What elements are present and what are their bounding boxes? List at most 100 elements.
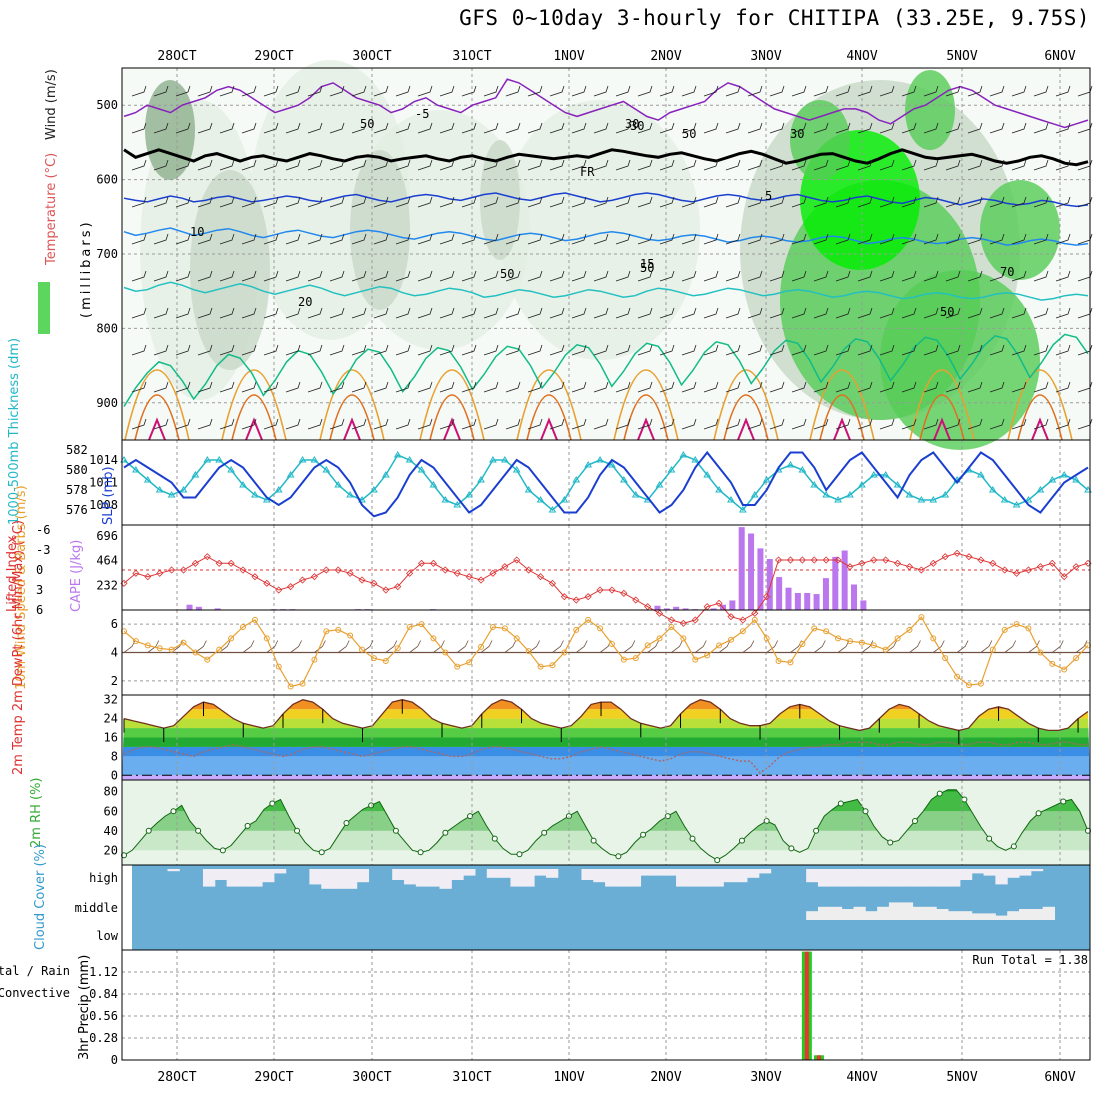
wind-barb bbox=[549, 418, 565, 430]
lifted-axis-label: Lifted Index bbox=[5, 535, 20, 612]
temp-axis-label: 2m Temp 2m DewPt (6hr Min/Max) (°C) bbox=[11, 520, 26, 775]
wind-barb bbox=[857, 233, 873, 245]
cloud-high-clear bbox=[853, 869, 866, 887]
wind-barb bbox=[241, 418, 257, 430]
thickness-marker bbox=[619, 476, 628, 483]
wind-speed-marker bbox=[394, 645, 401, 652]
wind-legend-label: Wind (m/s) bbox=[44, 69, 59, 140]
wind-barb bbox=[527, 381, 543, 393]
surface-wind-barb bbox=[528, 640, 540, 653]
thickness-marker bbox=[929, 496, 938, 503]
thickness-marker bbox=[667, 466, 676, 473]
wind-barb bbox=[351, 307, 367, 319]
lifted-index-marker bbox=[691, 616, 699, 624]
thickness-marker bbox=[917, 496, 926, 503]
wind-barb bbox=[351, 381, 367, 393]
wind-speed-marker bbox=[573, 626, 580, 633]
wind-barb bbox=[945, 381, 961, 393]
wind-barb bbox=[263, 122, 279, 134]
wind-barb bbox=[285, 196, 301, 208]
rh-marker bbox=[936, 790, 943, 797]
date-label-top: 29OCT bbox=[254, 49, 293, 64]
wind-barb bbox=[285, 159, 301, 171]
rh-contour-label: 30 bbox=[790, 127, 804, 141]
wind-barb bbox=[857, 418, 873, 430]
wind-barb bbox=[857, 381, 873, 393]
wind-barb bbox=[967, 233, 983, 245]
surface-isotherm-25 bbox=[809, 369, 875, 441]
wind-speed-marker bbox=[228, 635, 235, 642]
wind-barb bbox=[1055, 85, 1071, 97]
date-label-bottom: 6NOV bbox=[1044, 1070, 1075, 1085]
wind-barb bbox=[835, 122, 851, 134]
wind-barb bbox=[527, 418, 543, 430]
surface-wind-barb bbox=[718, 640, 731, 653]
wind-speed-marker bbox=[251, 616, 258, 623]
lifted-index-marker bbox=[965, 553, 973, 561]
wind-barb bbox=[373, 344, 389, 356]
wind-barb bbox=[395, 85, 411, 97]
wind-barb bbox=[703, 418, 719, 430]
wind-barb bbox=[439, 381, 455, 393]
wind-barb bbox=[1011, 159, 1027, 171]
rh-contour-label: 50 bbox=[940, 305, 954, 319]
temp-band bbox=[122, 718, 1090, 729]
wind-barb bbox=[241, 381, 257, 393]
wind-barb bbox=[197, 307, 213, 319]
wind-speed-marker bbox=[858, 639, 865, 646]
wind-speed-marker bbox=[561, 649, 568, 656]
wind-speed-marker bbox=[347, 632, 354, 639]
lifted-index-marker bbox=[1001, 566, 1009, 574]
surface-wind-barb bbox=[409, 640, 421, 653]
wind-barb bbox=[307, 307, 323, 319]
thickness-tick: 578 bbox=[66, 483, 88, 497]
cloud-high-clear bbox=[652, 869, 665, 876]
wind-barb bbox=[703, 122, 719, 134]
temp-tick: 32 bbox=[104, 693, 118, 707]
wind-barb bbox=[989, 418, 1005, 430]
lifted-index-marker bbox=[310, 573, 318, 581]
wind-barb bbox=[571, 418, 587, 430]
cloud-mid-clear bbox=[877, 906, 890, 920]
wind-barb bbox=[681, 270, 697, 282]
wind-barb bbox=[219, 418, 235, 430]
wind-barb bbox=[285, 381, 301, 393]
precip-tick: 0 bbox=[111, 1053, 118, 1067]
wind-barb bbox=[923, 85, 939, 97]
wind-barb bbox=[307, 418, 323, 430]
cloud-high-clear bbox=[321, 869, 334, 889]
wind-barb bbox=[505, 233, 521, 245]
wind-barb bbox=[681, 381, 697, 393]
wind-barb bbox=[725, 270, 741, 282]
cape-bar bbox=[663, 608, 670, 610]
wind-speed-marker bbox=[311, 656, 318, 663]
wind-barb bbox=[681, 196, 697, 208]
thickness-marker bbox=[691, 456, 700, 463]
wind-barb bbox=[923, 233, 939, 245]
wind-barb bbox=[483, 270, 499, 282]
precip-axis-label: 3hr Precip (mm) bbox=[77, 955, 92, 1060]
rh-marker bbox=[219, 847, 226, 854]
wind-barb bbox=[879, 344, 895, 356]
wind-barb bbox=[593, 418, 609, 430]
wind-barb bbox=[659, 418, 675, 430]
wind-barb bbox=[131, 381, 147, 393]
wind-barb bbox=[703, 307, 719, 319]
wind-barb bbox=[241, 85, 257, 97]
wind-barb bbox=[989, 270, 1005, 282]
surface-wind-barb bbox=[1052, 640, 1064, 653]
wind-barb bbox=[901, 418, 917, 430]
wind-barb bbox=[813, 381, 829, 393]
wind-barb bbox=[989, 122, 1005, 134]
cape-bar bbox=[729, 600, 736, 610]
wind-speed-marker bbox=[763, 635, 770, 642]
run-total-label: Run Total = 1.38 bbox=[972, 953, 1088, 967]
wind-speed-marker bbox=[263, 635, 270, 642]
wind-barb bbox=[681, 233, 697, 245]
cloud-mid-clear bbox=[1007, 911, 1020, 920]
wind-barb bbox=[263, 196, 279, 208]
cloud-mid-clear bbox=[806, 911, 819, 920]
temperature-legend-label: Temperature (°C) bbox=[44, 153, 59, 266]
wind-barb bbox=[659, 85, 675, 97]
wind-barb bbox=[945, 159, 961, 171]
